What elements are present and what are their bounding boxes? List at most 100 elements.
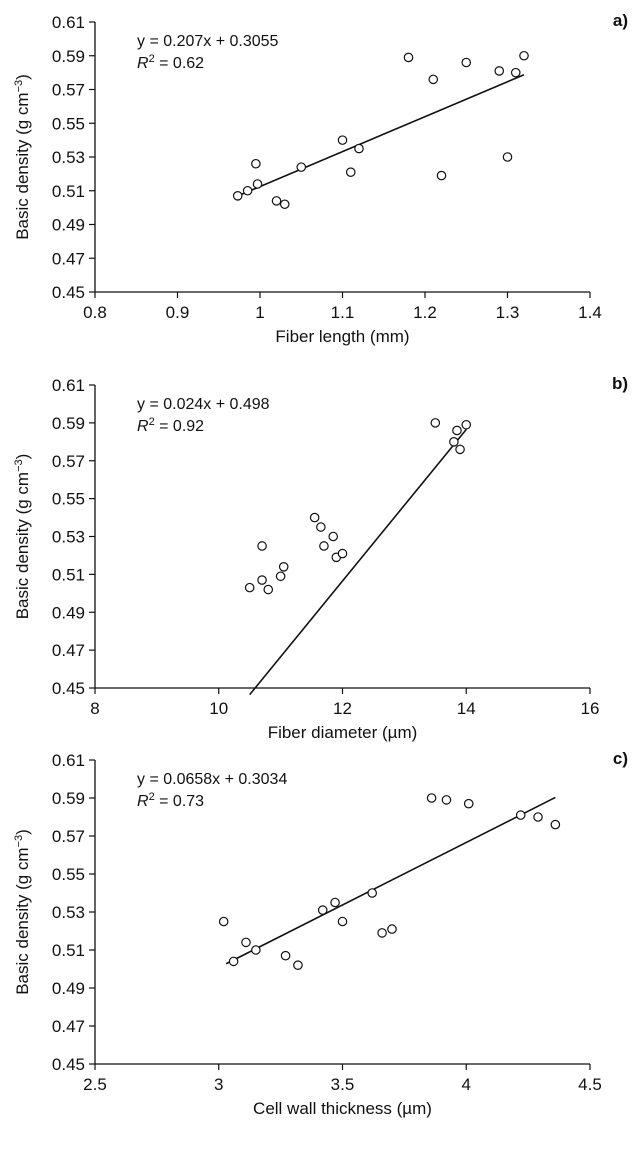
y-tick-label: 0.61	[52, 376, 85, 395]
panel-label: a)	[613, 11, 628, 30]
data-point	[319, 541, 329, 551]
y-tick-label: 0.53	[52, 903, 85, 922]
y-tick-label: 0.57	[52, 452, 85, 471]
y-tick-label: 0.61	[52, 751, 85, 770]
x-tick-label: 1.1	[331, 303, 355, 322]
x-tick-label: 2.5	[83, 1075, 107, 1094]
x-tick-label: 10	[209, 699, 228, 718]
r-squared-value: = 0.92	[155, 418, 204, 435]
x-tick-label: 3	[214, 1075, 223, 1094]
x-tick-label: 4.5	[578, 1075, 602, 1094]
x-axis-label: Cell wall thickness (µm)	[253, 1099, 432, 1118]
data-point	[426, 793, 437, 803]
r-squared-value: = 0.73	[155, 793, 204, 810]
y-axis-label: Basic density (g cm−3)	[13, 829, 32, 995]
regression-equation: y = 0.024x + 0.498	[137, 396, 270, 413]
data-point	[330, 897, 340, 908]
y-axis-label-close: )	[13, 829, 32, 835]
regression-equation: y = 0.0658x + 0.3034	[137, 771, 287, 788]
data-point	[337, 135, 348, 145]
data-point	[449, 437, 459, 447]
data-point	[263, 584, 274, 595]
x-tick-label: 3.5	[331, 1075, 355, 1094]
data-point	[241, 937, 251, 948]
y-tick-label: 0.47	[52, 1017, 85, 1036]
data-point	[278, 561, 289, 572]
y-tick-label: 0.59	[52, 789, 85, 808]
data-point	[316, 522, 326, 532]
r-squared-value: = 0.62	[155, 55, 204, 72]
y-tick-label: 0.47	[52, 641, 85, 660]
data-point	[452, 425, 462, 436]
x-axis-label: Fiber length (mm)	[275, 327, 409, 346]
data-point	[494, 66, 505, 76]
x-tick-label: 8	[90, 699, 99, 718]
y-axis-label-main: Basic density (g cm	[13, 847, 32, 994]
data-point	[428, 74, 439, 85]
data-point	[337, 916, 348, 927]
data-point	[461, 57, 472, 68]
r-squared-exponent: 2	[149, 791, 155, 803]
data-point	[296, 162, 307, 172]
r-squared-symbol: R	[137, 793, 149, 810]
data-point	[550, 819, 561, 830]
trend-line	[249, 428, 467, 696]
data-point	[232, 191, 243, 201]
data-point	[275, 571, 286, 582]
r-squared: R2 = 0.62	[137, 53, 204, 72]
panel-label: b)	[612, 374, 628, 393]
data-point	[251, 945, 261, 955]
y-tick-label: 0.61	[52, 13, 85, 32]
x-tick-label: 1.3	[496, 303, 520, 322]
y-tick-label: 0.53	[52, 148, 85, 167]
data-point	[461, 419, 472, 430]
data-point	[345, 167, 356, 177]
x-tick-label: 12	[333, 699, 352, 718]
data-point	[271, 196, 282, 206]
data-point	[337, 548, 348, 559]
r-squared-symbol: R	[137, 418, 149, 435]
y-axis-label-close: )	[13, 454, 32, 460]
data-point	[251, 158, 261, 169]
data-point	[533, 812, 543, 822]
y-axis-label-superscript: −3	[13, 80, 25, 93]
data-point	[218, 916, 229, 927]
chart-panel-2: 0.45 0.47 0.49 0.51 0.53 0.55 0.57 0.59 0.61 8 10 1…	[13, 374, 628, 742]
y-axis-label: Basic density (g cm−3)	[13, 74, 32, 240]
data-point	[309, 512, 320, 523]
data-point	[403, 52, 414, 63]
y-tick-label: 0.55	[52, 865, 85, 884]
x-tick-label: 1.2	[413, 303, 437, 322]
y-axis-label: Basic density (g cm−3)	[13, 454, 32, 620]
data-point	[515, 810, 526, 820]
trend-line	[225, 796, 556, 965]
x-tick-label: 16	[581, 699, 600, 718]
y-tick-label: 0.57	[52, 81, 85, 100]
y-tick-label: 0.45	[52, 679, 85, 698]
data-point	[436, 170, 447, 181]
y-tick-label: 0.51	[52, 182, 85, 201]
y-tick-label: 0.53	[52, 528, 85, 547]
y-tick-label: 0.55	[52, 490, 85, 509]
y-axis-label-superscript: −3	[13, 459, 25, 472]
y-tick-label: 0.47	[52, 249, 85, 268]
data-point	[463, 798, 474, 809]
x-tick-label: 1.4	[578, 303, 602, 322]
data-point	[257, 575, 267, 585]
y-tick-label: 0.45	[52, 283, 85, 302]
x-tick-label: 1	[255, 303, 264, 322]
data-point	[328, 531, 339, 542]
data-point	[354, 143, 364, 154]
data-point	[502, 152, 513, 162]
data-point	[377, 928, 387, 938]
data-point	[317, 905, 328, 915]
r-squared: R2 = 0.73	[137, 791, 204, 810]
trend-line	[239, 74, 525, 197]
data-point	[257, 541, 267, 551]
y-tick-label: 0.51	[52, 565, 85, 584]
x-axis-label: Fiber diameter (µm)	[268, 723, 418, 742]
x-tick-label: 0.9	[166, 303, 190, 322]
x-tick-label: 0.8	[83, 303, 107, 322]
